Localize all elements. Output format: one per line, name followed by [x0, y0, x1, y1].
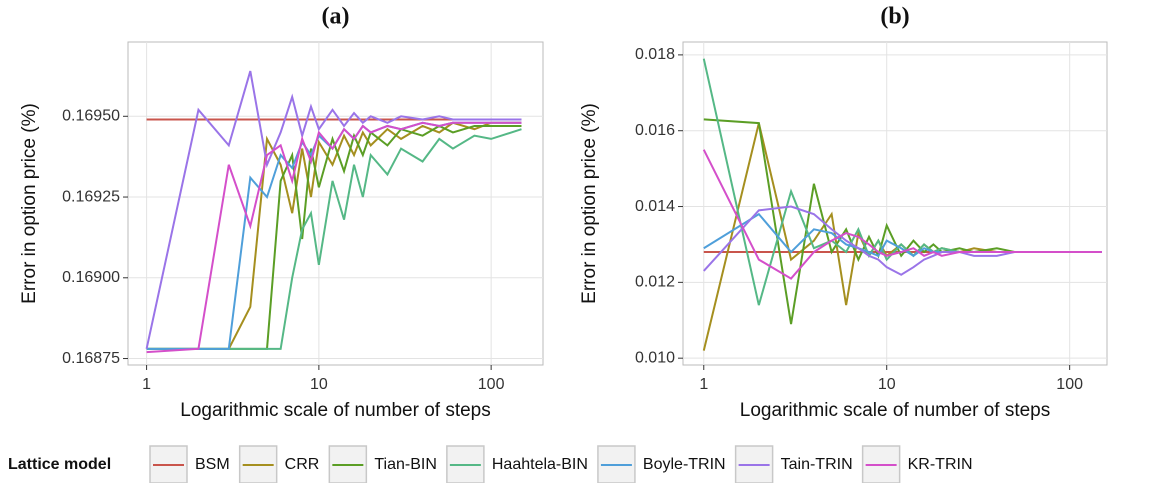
legend-label: Boyle-TRIN: [643, 456, 726, 473]
x-tick-label: 10: [878, 376, 896, 393]
x-tick-label: 1: [699, 376, 708, 393]
plot-background: [682, 41, 1108, 366]
x-axis-label: Logarithmic scale of number of steps: [180, 400, 491, 421]
y-tick-label: 0.16950: [62, 108, 120, 125]
legend-label: KR-TRIN: [908, 456, 973, 473]
y-tick-label: 0.014: [635, 198, 675, 215]
legend-label: Haahtela-BIN: [492, 456, 588, 473]
y-tick-label: 0.016: [635, 122, 675, 139]
y-tick-label: 0.010: [635, 349, 675, 366]
chart-title: (a): [322, 4, 350, 30]
series-line: [146, 128, 522, 350]
series-line: [145, 70, 522, 350]
x-tick-label: 100: [1056, 376, 1083, 393]
y-axis-label: Error in option price (%): [19, 103, 40, 304]
legend-label: BSM: [195, 456, 230, 473]
y-tick-label: 0.012: [635, 274, 675, 291]
plot-background: [127, 41, 544, 366]
x-axis-label: Logarithmic scale of number of steps: [740, 400, 1051, 421]
legend-label: Tain-TRIN: [781, 456, 853, 473]
y-tick-label: 0.018: [635, 46, 675, 63]
y-axis-label: Error in option price (%): [579, 103, 600, 304]
legend-label: Tian-BIN: [374, 456, 437, 473]
x-tick-label: 100: [478, 376, 505, 393]
x-tick-label: 10: [310, 376, 328, 393]
x-tick-label: 1: [142, 376, 151, 393]
legend-title: Lattice model: [8, 456, 111, 473]
chart-title: (b): [880, 4, 909, 30]
y-tick-label: 0.16925: [62, 188, 120, 205]
series-line: [146, 121, 522, 354]
y-tick-label: 0.16875: [62, 350, 120, 367]
y-tick-label: 0.16900: [62, 269, 120, 286]
legend-label: CRR: [285, 456, 320, 473]
series-line: [702, 149, 1102, 280]
